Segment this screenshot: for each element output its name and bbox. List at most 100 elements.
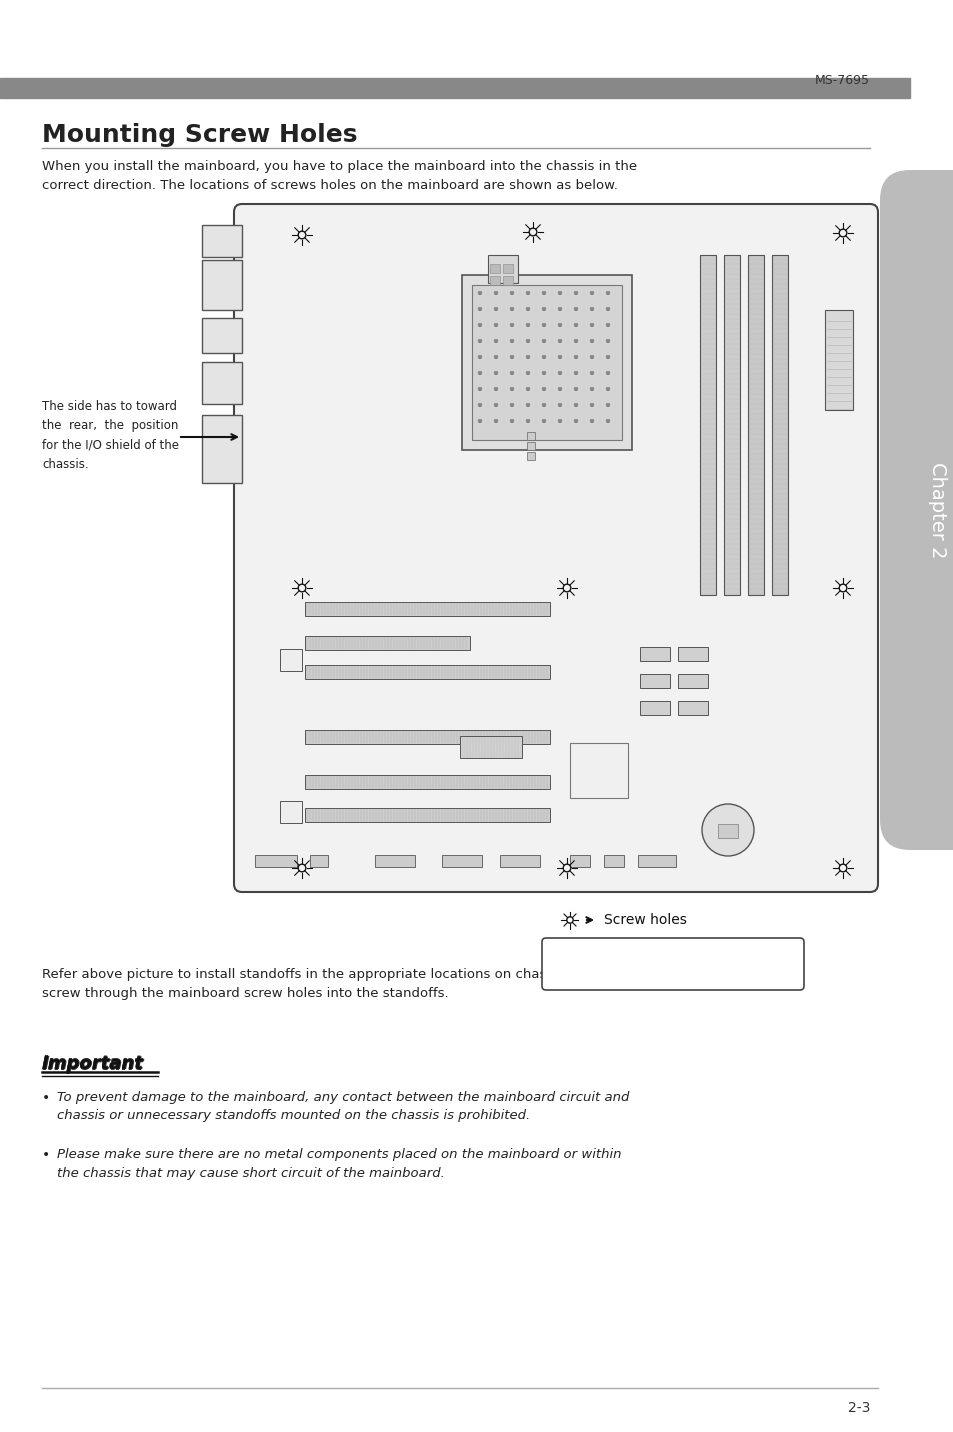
Bar <box>771 255 787 596</box>
Bar <box>375 855 415 866</box>
Bar <box>718 823 738 838</box>
Bar <box>305 601 550 616</box>
Bar <box>504 378 559 397</box>
Circle shape <box>478 324 481 326</box>
Circle shape <box>558 355 561 358</box>
Circle shape <box>558 339 561 342</box>
Bar <box>202 261 242 309</box>
Circle shape <box>510 388 513 391</box>
Circle shape <box>510 420 513 422</box>
Bar <box>472 285 621 440</box>
Circle shape <box>478 371 481 375</box>
FancyBboxPatch shape <box>879 170 953 851</box>
Circle shape <box>606 292 609 295</box>
Circle shape <box>590 404 593 407</box>
Circle shape <box>526 420 529 422</box>
Circle shape <box>510 404 513 407</box>
Circle shape <box>590 371 593 375</box>
Bar <box>638 855 676 866</box>
Text: Mounting Screw Holes: Mounting Screw Holes <box>42 123 357 147</box>
Bar <box>639 702 669 715</box>
Circle shape <box>542 355 545 358</box>
Bar <box>441 855 481 866</box>
Circle shape <box>542 420 545 422</box>
Circle shape <box>542 404 545 407</box>
Circle shape <box>494 292 497 295</box>
Bar <box>639 647 669 662</box>
Circle shape <box>494 308 497 311</box>
Circle shape <box>494 420 497 422</box>
Circle shape <box>478 339 481 342</box>
Circle shape <box>574 355 577 358</box>
Bar <box>678 702 707 715</box>
FancyBboxPatch shape <box>233 203 877 892</box>
Circle shape <box>606 355 609 358</box>
Circle shape <box>510 371 513 375</box>
Text: Screw holes: Screw holes <box>603 914 686 927</box>
Circle shape <box>526 339 529 342</box>
Circle shape <box>494 371 497 375</box>
Circle shape <box>590 308 593 311</box>
Bar <box>202 362 242 404</box>
Bar <box>0 77 909 97</box>
Text: The side has to toward
the  rear,  the  position
for the I/O shield of the
chass: The side has to toward the rear, the pos… <box>42 400 179 471</box>
Text: Important: Important <box>43 1055 144 1073</box>
Text: Important: Important <box>42 1054 144 1073</box>
Circle shape <box>494 324 497 326</box>
Circle shape <box>478 420 481 422</box>
Bar <box>569 855 589 866</box>
Circle shape <box>494 404 497 407</box>
Bar <box>526 432 535 440</box>
Circle shape <box>510 339 513 342</box>
Bar <box>305 664 550 679</box>
Bar <box>202 318 242 354</box>
Circle shape <box>510 292 513 295</box>
Circle shape <box>574 404 577 407</box>
Circle shape <box>574 308 577 311</box>
Bar <box>459 736 521 758</box>
Circle shape <box>590 388 593 391</box>
Text: Important: Important <box>42 1055 143 1073</box>
Circle shape <box>526 371 529 375</box>
Circle shape <box>574 292 577 295</box>
Circle shape <box>606 371 609 375</box>
Circle shape <box>590 339 593 342</box>
Text: To prevent damage to the mainboard, any contact between the mainboard circuit an: To prevent damage to the mainboard, any … <box>57 1091 629 1123</box>
Circle shape <box>478 292 481 295</box>
Circle shape <box>606 324 609 326</box>
Circle shape <box>542 308 545 311</box>
Bar <box>202 225 242 256</box>
Circle shape <box>542 292 545 295</box>
Circle shape <box>510 324 513 326</box>
Bar <box>678 647 707 662</box>
Text: Please make sure there are no metal components placed on the mainboard or within: Please make sure there are no metal comp… <box>57 1148 620 1180</box>
FancyBboxPatch shape <box>541 938 803 990</box>
Bar <box>723 255 740 596</box>
Bar <box>603 855 623 866</box>
Text: Chapter 2: Chapter 2 <box>927 461 946 558</box>
Bar <box>280 649 302 672</box>
Circle shape <box>526 308 529 311</box>
Bar <box>490 276 499 285</box>
Bar <box>700 255 716 596</box>
Text: •: • <box>42 1148 51 1161</box>
Circle shape <box>478 404 481 407</box>
Circle shape <box>526 388 529 391</box>
Text: 2-3: 2-3 <box>846 1400 869 1415</box>
Circle shape <box>574 388 577 391</box>
Circle shape <box>558 371 561 375</box>
Circle shape <box>558 388 561 391</box>
Circle shape <box>494 355 497 358</box>
Bar <box>526 453 535 460</box>
Text: When you install the mainboard, you have to place the mainboard into the chassis: When you install the mainboard, you have… <box>42 160 637 192</box>
Text: •: • <box>42 1091 51 1106</box>
Bar <box>499 855 539 866</box>
Bar <box>678 674 707 687</box>
Circle shape <box>558 404 561 407</box>
Circle shape <box>558 324 561 326</box>
Bar <box>502 263 513 274</box>
Circle shape <box>526 404 529 407</box>
Circle shape <box>558 308 561 311</box>
Circle shape <box>574 339 577 342</box>
Text: Important: Important <box>42 1055 144 1074</box>
